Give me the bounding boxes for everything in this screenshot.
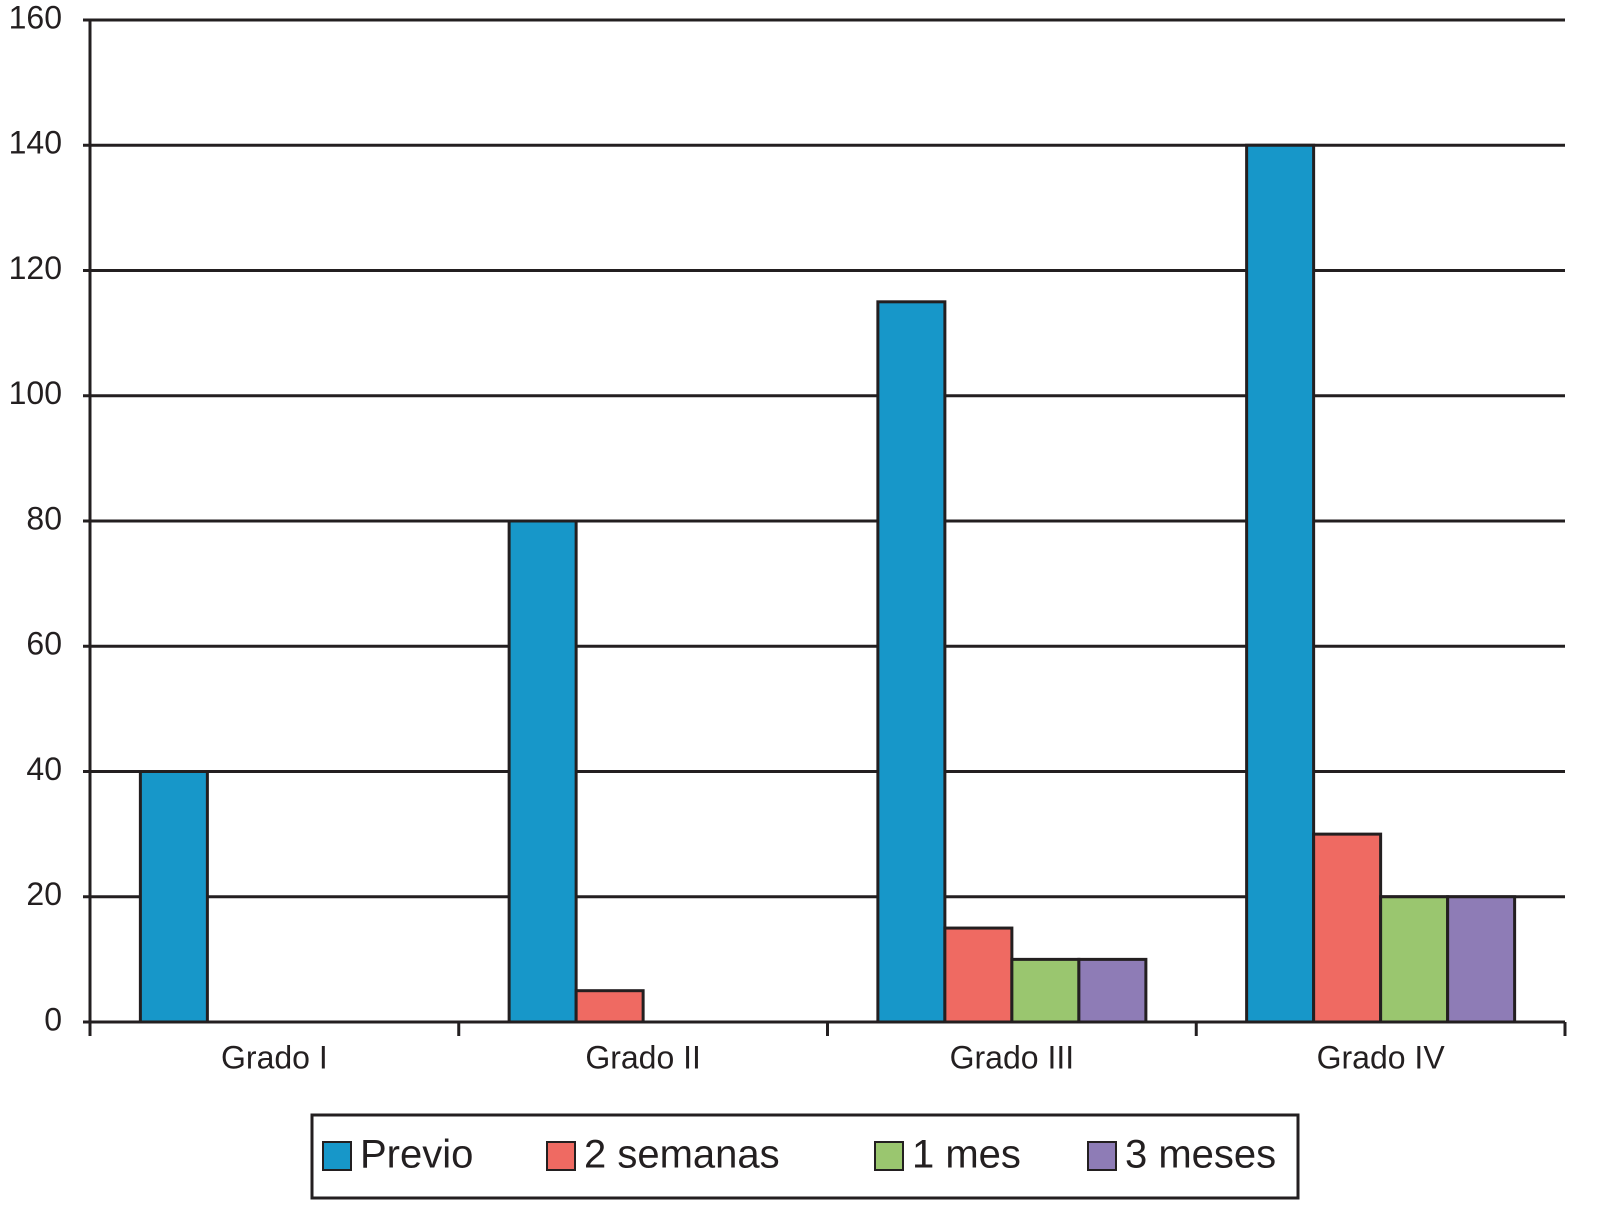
x-tick-label: Grado IV (1317, 1039, 1446, 1075)
legend-box (310, 1113, 1300, 1200)
x-tick-label: Grado II (585, 1039, 701, 1075)
bar (1379, 895, 1450, 1024)
bar (138, 770, 209, 1024)
bar (1312, 832, 1383, 1024)
legend-label: 1 mes (912, 1133, 1021, 1177)
y-tick-label: 120 (9, 250, 62, 286)
y-tick-label: 0 (44, 1001, 62, 1037)
y-tick-label: 80 (26, 500, 62, 536)
y-tick-label: 20 (26, 876, 62, 912)
bar (574, 989, 645, 1024)
legend-label: 3 meses (1125, 1133, 1276, 1177)
legend-swatch (1087, 1141, 1117, 1171)
bar (876, 300, 947, 1024)
y-tick-label: 160 (9, 0, 62, 35)
bar (507, 519, 578, 1024)
x-tick-label: Grado III (950, 1039, 1075, 1075)
y-tick-label: 140 (9, 125, 62, 161)
bar (1077, 957, 1148, 1024)
y-tick-label: 60 (26, 626, 62, 662)
legend-label: 2 semanas (584, 1133, 780, 1177)
legend-swatch (546, 1141, 576, 1171)
bar (943, 926, 1014, 1024)
bar (1446, 895, 1517, 1024)
legend-swatch (322, 1141, 352, 1171)
y-tick-label: 40 (26, 751, 62, 787)
legend-label: Previo (360, 1133, 473, 1177)
x-tick-label: Grado I (221, 1039, 328, 1075)
y-tick-label: 100 (9, 375, 62, 411)
legend-swatch (874, 1141, 904, 1171)
bar (1010, 957, 1081, 1024)
bar (1245, 143, 1316, 1024)
